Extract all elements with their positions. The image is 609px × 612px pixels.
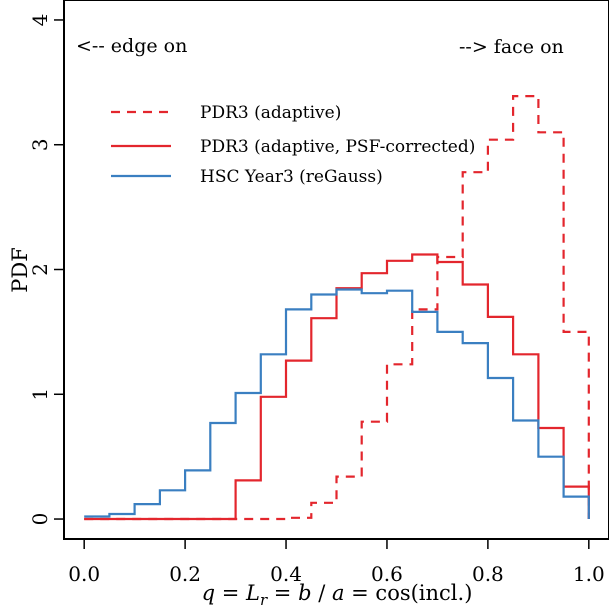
y-axis-title: PDF	[8, 247, 32, 293]
annotation-edge-on: <-- edge on	[76, 35, 187, 57]
x-tick-label: 0.6	[371, 562, 403, 586]
annotation-face-on: --> face on	[459, 36, 564, 58]
legend-label-pdr3-adaptive: PDR3 (adaptive)	[200, 103, 341, 123]
x-tick-label: 0.8	[472, 562, 504, 586]
y-tick-label: 0	[28, 513, 52, 526]
x-tick-label: 0.2	[169, 562, 201, 586]
series-line-1	[84, 253, 590, 521]
series-layer	[84, 95, 590, 521]
y-tick-label: 2	[28, 263, 52, 276]
series-line-0	[84, 95, 590, 521]
y-tick-label: 4	[28, 14, 52, 27]
legend-label-pdr3-psf-corrected: PDR3 (adaptive, PSF-corrected)	[200, 137, 475, 157]
x-tick-label: 0.4	[270, 562, 302, 586]
series-line-2	[84, 288, 590, 519]
legend-label-hsc-year3: HSC Year3 (reGauss)	[200, 167, 383, 187]
tick-layer: 0.0 0.2 0.4 0.6 0.8 1.0 0 1 2 3 4	[28, 14, 605, 586]
legend: PDR3 (adaptive) PDR3 (adaptive, PSF-corr…	[111, 103, 475, 187]
y-tick-label: 1	[28, 388, 52, 401]
y-tick-label: 3	[28, 138, 52, 151]
x-tick-label: 1.0	[573, 562, 605, 586]
x-tick-label: 0.0	[68, 562, 100, 586]
plot-frame	[63, 0, 609, 540]
x-axis-title: q = Lr = b / a = cos(incl.)	[202, 581, 473, 609]
